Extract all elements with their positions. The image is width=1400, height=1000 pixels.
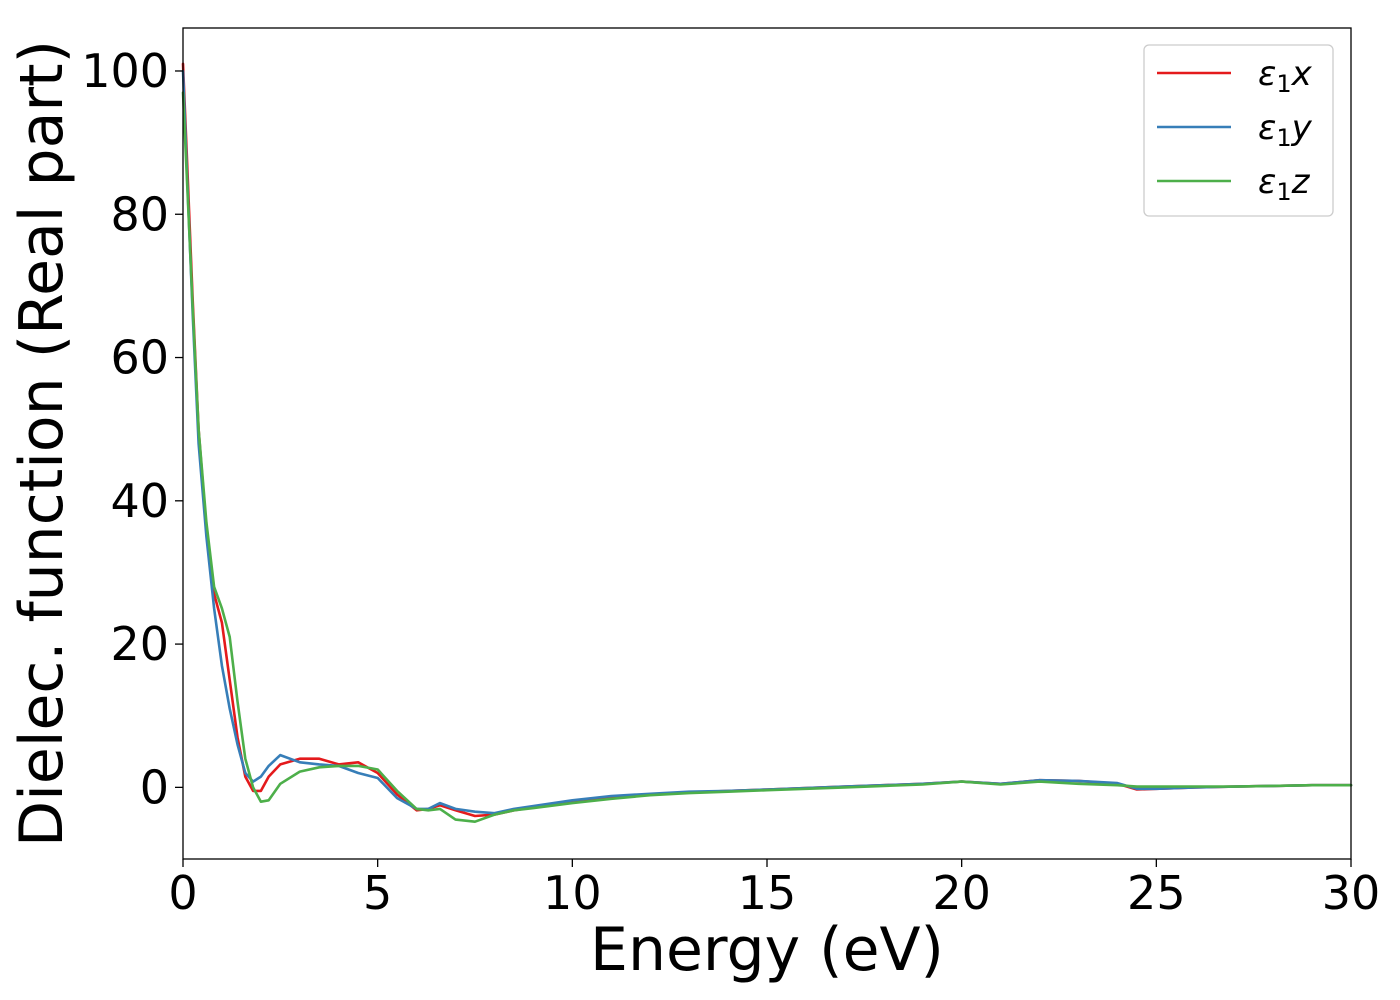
y-tick-label: 80	[110, 187, 169, 241]
x-tick-label: 0	[168, 866, 197, 920]
x-tick-label: 5	[363, 866, 392, 920]
y-tick-label: 100	[81, 44, 169, 98]
y-tick-label: 60	[110, 331, 169, 385]
legend: ε1x ε1y ε1z	[1143, 44, 1334, 217]
x-tick-label: 30	[1322, 866, 1381, 920]
x-tick-label: 25	[1127, 866, 1186, 920]
x-tick-label: 15	[738, 866, 797, 920]
series-layer	[181, 62, 1353, 823]
series-line-y	[181, 69, 1353, 815]
series-line-z	[181, 91, 1353, 823]
y-tick-label: 0	[140, 760, 169, 814]
legend-label-y: ε1y	[1258, 108, 1313, 152]
legend-box	[1143, 44, 1334, 217]
x-axis-label: Energy (eV)	[590, 915, 944, 985]
y-tick-label: 20	[110, 617, 169, 671]
x-tick-label: 20	[932, 866, 991, 920]
y-axis-ticks: 0 20 40 60 80 100	[81, 44, 183, 814]
legend-label-x: ε1x	[1258, 54, 1313, 98]
legend-label-z: ε1z	[1258, 162, 1311, 206]
x-tick-label: 10	[543, 866, 602, 920]
y-axis-label: Dielec. function (Real part)	[7, 40, 77, 847]
y-tick-label: 40	[110, 474, 169, 528]
x-axis-ticks: 0 5 10 15 20 25 30	[168, 859, 1380, 920]
